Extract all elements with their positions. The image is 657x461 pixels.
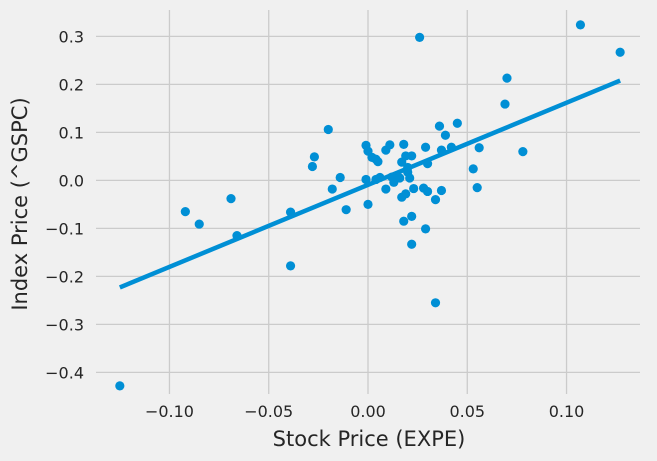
data-point bbox=[381, 184, 391, 194]
data-point bbox=[385, 140, 395, 150]
data-point bbox=[395, 173, 405, 183]
data-point bbox=[232, 231, 242, 241]
x-tick-label: 0.05 bbox=[449, 402, 485, 421]
data-point bbox=[434, 121, 445, 131]
y-tick-label: 0.1 bbox=[59, 123, 84, 142]
x-tick-label: −0.05 bbox=[244, 402, 293, 421]
data-point bbox=[422, 159, 433, 169]
data-point bbox=[452, 118, 462, 128]
regression-line-group bbox=[118, 78, 622, 290]
data-point bbox=[430, 195, 441, 205]
data-point bbox=[323, 124, 333, 135]
data-point bbox=[446, 142, 456, 152]
x-axis-label: Stock Price (EXPE) bbox=[273, 427, 466, 451]
y-tick-label: 0.3 bbox=[59, 27, 84, 46]
grid-lines bbox=[96, 10, 640, 394]
y-tick-label: −0.2 bbox=[45, 267, 84, 286]
data-point bbox=[502, 73, 512, 83]
data-point bbox=[472, 183, 482, 193]
data-point bbox=[407, 239, 417, 249]
data-point bbox=[285, 207, 296, 217]
y-tick-label: 0.0 bbox=[59, 171, 84, 190]
data-point bbox=[399, 139, 409, 149]
data-point bbox=[436, 185, 447, 196]
data-point bbox=[405, 173, 415, 183]
data-point bbox=[375, 172, 385, 183]
data-point bbox=[335, 172, 345, 183]
data-point bbox=[115, 381, 125, 391]
x-tick-label: −0.10 bbox=[145, 402, 194, 421]
data-point bbox=[194, 219, 204, 229]
data-point bbox=[430, 298, 441, 308]
data-point bbox=[373, 157, 383, 167]
data-point bbox=[440, 130, 451, 140]
data-point bbox=[468, 164, 478, 174]
data-point bbox=[518, 147, 528, 157]
y-axis-label: Index Price (^GSPC) bbox=[8, 97, 32, 310]
data-point bbox=[407, 211, 417, 221]
data-point bbox=[436, 145, 447, 155]
data-point bbox=[420, 142, 431, 152]
tick-labels: −0.10 −0.05 0.00 0.05 0.10 −0.4 −0.3 −0.2 −0.1 0.… bbox=[45, 27, 584, 421]
data-point bbox=[575, 20, 586, 30]
data-point bbox=[399, 216, 409, 226]
data-point bbox=[420, 224, 431, 234]
data-point bbox=[415, 32, 425, 42]
data-points bbox=[115, 20, 625, 391]
data-point bbox=[327, 184, 337, 194]
data-point bbox=[285, 261, 296, 271]
data-point bbox=[180, 207, 190, 217]
data-point bbox=[363, 199, 373, 209]
data-point bbox=[226, 194, 236, 204]
y-tick-label: −0.1 bbox=[45, 219, 84, 238]
data-point bbox=[401, 189, 411, 199]
data-point bbox=[361, 174, 371, 185]
data-point bbox=[500, 99, 510, 109]
data-point bbox=[409, 183, 419, 194]
y-tick-label: −0.3 bbox=[45, 315, 84, 334]
data-point bbox=[474, 143, 484, 153]
data-point bbox=[407, 151, 417, 161]
data-point bbox=[309, 152, 319, 162]
data-point bbox=[422, 186, 433, 197]
x-tick-label: 0.00 bbox=[350, 402, 386, 421]
data-point bbox=[615, 47, 625, 57]
data-point bbox=[341, 205, 351, 215]
data-point bbox=[403, 162, 413, 173]
data-point bbox=[307, 161, 318, 172]
y-tick-label: −0.4 bbox=[45, 363, 84, 382]
y-tick-label: 0.2 bbox=[59, 75, 84, 94]
regression-line bbox=[118, 78, 622, 290]
x-tick-label: 0.10 bbox=[549, 402, 585, 421]
